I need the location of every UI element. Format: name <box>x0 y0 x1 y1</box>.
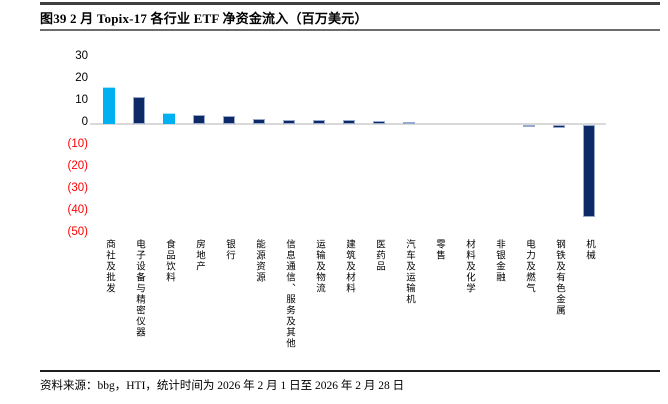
y-axis-tick-label: (40) <box>67 204 88 216</box>
zero-axis-line <box>90 123 606 125</box>
bar <box>553 125 565 129</box>
x-axis-category-label: 能源资源 <box>254 239 264 283</box>
bar <box>583 125 595 218</box>
x-axis-category-label: 医药品 <box>374 239 384 272</box>
y-axis-tick-label: (20) <box>67 160 88 172</box>
y-axis-tick-label: (30) <box>67 182 88 194</box>
bar <box>253 118 265 124</box>
x-axis-category-label: 信息通信、服务及其他 <box>284 239 294 349</box>
footer-rule <box>40 370 660 372</box>
bar <box>283 120 295 124</box>
x-axis-category-label: 材料及化学 <box>464 239 474 294</box>
bar <box>523 125 535 128</box>
y-axis-tick-label: 0 <box>81 116 88 128</box>
x-axis-category-label: 零售 <box>434 239 444 261</box>
bar <box>223 116 235 124</box>
bar <box>193 115 205 124</box>
x-axis-category-label: 汽车及运输机 <box>404 239 414 305</box>
y-axis-tick-label: (10) <box>67 138 88 150</box>
x-axis-category-label: 运输及物流 <box>314 239 324 294</box>
top-rule <box>40 2 660 5</box>
x-axis-category-label: 电力及燃气 <box>524 239 534 294</box>
bar <box>163 113 175 124</box>
y-axis-tick-label: (50) <box>67 226 88 238</box>
x-axis-category-label: 银行 <box>224 239 234 261</box>
x-axis-category-label: 建筑及材料 <box>344 239 354 294</box>
bar <box>403 122 415 125</box>
x-axis-category-label: 非银金融 <box>494 239 504 283</box>
y-axis-tick-label: 20 <box>75 72 88 84</box>
x-axis-category-label: 电子设备与精密仪器 <box>134 239 144 338</box>
bar <box>343 120 355 124</box>
bar <box>103 86 115 124</box>
bar <box>133 96 145 124</box>
title-underline-rule <box>40 29 660 31</box>
x-axis-category-label: 机械 <box>584 239 594 261</box>
y-axis-tick-label: 30 <box>75 50 88 62</box>
y-axis-tick-label: 10 <box>75 94 88 106</box>
x-axis-category-label: 房地产 <box>194 239 204 272</box>
source-note: 资料来源：bbg，HTI，统计时间为 2026 年 2 月 1 日至 2026 … <box>40 380 405 392</box>
x-axis-category-label: 商社及批发 <box>104 239 114 294</box>
bar <box>313 119 325 124</box>
bar <box>373 121 385 124</box>
x-axis-category-label: 钢铁及有色金属 <box>554 239 564 316</box>
figure-title: 图39 2 月 Topix-17 各行业 ETF 净资金流入（百万美元） <box>40 11 368 26</box>
x-axis-category-label: 食品饮料 <box>164 239 174 283</box>
